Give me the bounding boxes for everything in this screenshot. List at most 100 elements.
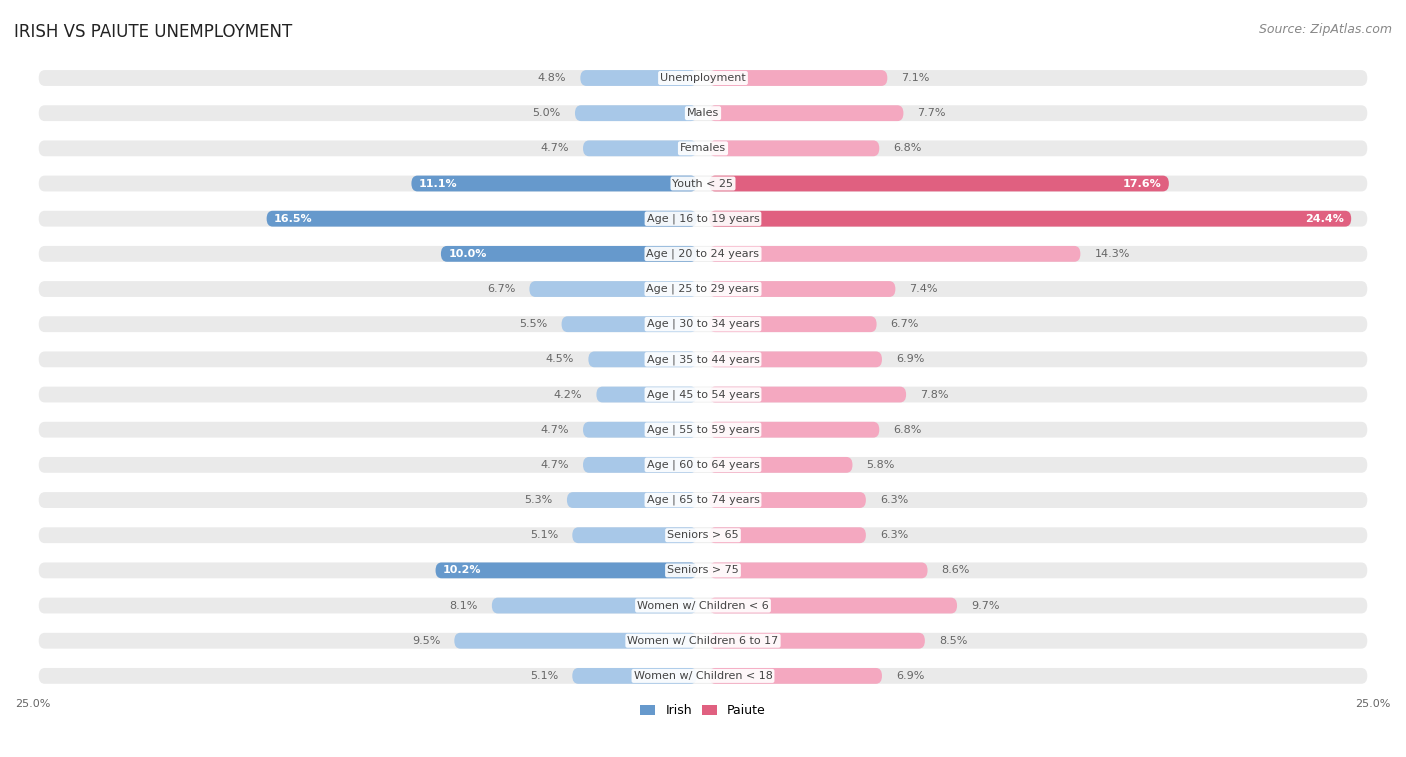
Text: 7.8%: 7.8% xyxy=(920,390,949,400)
FancyBboxPatch shape xyxy=(39,141,1367,156)
Text: Seniors > 65: Seniors > 65 xyxy=(668,530,738,540)
Text: 6.9%: 6.9% xyxy=(896,671,924,681)
FancyBboxPatch shape xyxy=(267,210,697,226)
Text: 4.8%: 4.8% xyxy=(537,73,567,83)
FancyBboxPatch shape xyxy=(441,246,697,262)
FancyBboxPatch shape xyxy=(596,387,697,403)
FancyBboxPatch shape xyxy=(709,281,896,297)
FancyBboxPatch shape xyxy=(581,70,697,86)
FancyBboxPatch shape xyxy=(709,246,1080,262)
Text: Age | 60 to 64 years: Age | 60 to 64 years xyxy=(647,459,759,470)
Text: 17.6%: 17.6% xyxy=(1123,179,1161,188)
Text: Unemployment: Unemployment xyxy=(661,73,745,83)
Text: 6.9%: 6.9% xyxy=(896,354,924,364)
FancyBboxPatch shape xyxy=(39,176,1367,192)
Text: Age | 20 to 24 years: Age | 20 to 24 years xyxy=(647,248,759,259)
FancyBboxPatch shape xyxy=(39,70,1367,86)
FancyBboxPatch shape xyxy=(572,528,697,543)
FancyBboxPatch shape xyxy=(39,528,1367,543)
Text: Age | 16 to 19 years: Age | 16 to 19 years xyxy=(647,213,759,224)
Text: 24.4%: 24.4% xyxy=(1305,213,1344,223)
FancyBboxPatch shape xyxy=(709,668,882,684)
Text: 6.8%: 6.8% xyxy=(893,143,922,154)
FancyBboxPatch shape xyxy=(530,281,697,297)
Text: Age | 35 to 44 years: Age | 35 to 44 years xyxy=(647,354,759,365)
Text: Women w/ Children 6 to 17: Women w/ Children 6 to 17 xyxy=(627,636,779,646)
FancyBboxPatch shape xyxy=(39,668,1367,684)
FancyBboxPatch shape xyxy=(39,492,1367,508)
Text: Women w/ Children < 18: Women w/ Children < 18 xyxy=(634,671,772,681)
Text: 8.1%: 8.1% xyxy=(450,600,478,611)
FancyBboxPatch shape xyxy=(39,597,1367,613)
FancyBboxPatch shape xyxy=(709,316,876,332)
Text: 4.5%: 4.5% xyxy=(546,354,574,364)
Text: 10.0%: 10.0% xyxy=(449,249,486,259)
FancyBboxPatch shape xyxy=(709,528,866,543)
Text: Age | 25 to 29 years: Age | 25 to 29 years xyxy=(647,284,759,294)
Text: 11.1%: 11.1% xyxy=(419,179,457,188)
FancyBboxPatch shape xyxy=(709,492,866,508)
FancyBboxPatch shape xyxy=(567,492,697,508)
FancyBboxPatch shape xyxy=(412,176,697,192)
Text: 6.3%: 6.3% xyxy=(880,530,908,540)
Text: 10.2%: 10.2% xyxy=(443,565,481,575)
Legend: Irish, Paiute: Irish, Paiute xyxy=(636,699,770,722)
Text: 6.7%: 6.7% xyxy=(486,284,516,294)
Text: 4.7%: 4.7% xyxy=(540,425,569,435)
Text: 5.5%: 5.5% xyxy=(519,319,547,329)
Text: 5.3%: 5.3% xyxy=(524,495,553,505)
FancyBboxPatch shape xyxy=(709,457,852,473)
FancyBboxPatch shape xyxy=(709,70,887,86)
Text: 6.7%: 6.7% xyxy=(890,319,920,329)
FancyBboxPatch shape xyxy=(583,422,697,438)
Text: Age | 45 to 54 years: Age | 45 to 54 years xyxy=(647,389,759,400)
FancyBboxPatch shape xyxy=(709,633,925,649)
Text: 5.0%: 5.0% xyxy=(533,108,561,118)
Text: 7.1%: 7.1% xyxy=(901,73,929,83)
FancyBboxPatch shape xyxy=(572,668,697,684)
Text: Age | 65 to 74 years: Age | 65 to 74 years xyxy=(647,495,759,505)
Text: 7.7%: 7.7% xyxy=(918,108,946,118)
Text: Females: Females xyxy=(681,143,725,154)
FancyBboxPatch shape xyxy=(709,210,1351,226)
Text: 5.1%: 5.1% xyxy=(530,530,558,540)
FancyBboxPatch shape xyxy=(39,281,1367,297)
FancyBboxPatch shape xyxy=(39,633,1367,649)
FancyBboxPatch shape xyxy=(39,246,1367,262)
Text: 6.3%: 6.3% xyxy=(880,495,908,505)
FancyBboxPatch shape xyxy=(588,351,697,367)
Text: Males: Males xyxy=(688,108,718,118)
FancyBboxPatch shape xyxy=(39,562,1367,578)
FancyBboxPatch shape xyxy=(709,597,957,613)
FancyBboxPatch shape xyxy=(709,562,928,578)
Text: Source: ZipAtlas.com: Source: ZipAtlas.com xyxy=(1258,23,1392,36)
Text: Women w/ Children < 6: Women w/ Children < 6 xyxy=(637,600,769,611)
Text: 8.5%: 8.5% xyxy=(939,636,967,646)
Text: 7.4%: 7.4% xyxy=(910,284,938,294)
Text: 14.3%: 14.3% xyxy=(1094,249,1130,259)
Text: 4.7%: 4.7% xyxy=(540,143,569,154)
Text: 4.7%: 4.7% xyxy=(540,459,569,470)
FancyBboxPatch shape xyxy=(709,351,882,367)
FancyBboxPatch shape xyxy=(709,387,905,403)
FancyBboxPatch shape xyxy=(709,176,1168,192)
FancyBboxPatch shape xyxy=(436,562,697,578)
FancyBboxPatch shape xyxy=(39,105,1367,121)
FancyBboxPatch shape xyxy=(39,422,1367,438)
Text: IRISH VS PAIUTE UNEMPLOYMENT: IRISH VS PAIUTE UNEMPLOYMENT xyxy=(14,23,292,41)
Text: 8.6%: 8.6% xyxy=(942,565,970,575)
FancyBboxPatch shape xyxy=(583,141,697,156)
FancyBboxPatch shape xyxy=(492,597,697,613)
Text: Seniors > 75: Seniors > 75 xyxy=(666,565,740,575)
FancyBboxPatch shape xyxy=(709,141,879,156)
Text: 6.8%: 6.8% xyxy=(893,425,922,435)
Text: 4.2%: 4.2% xyxy=(554,390,582,400)
Text: Age | 30 to 34 years: Age | 30 to 34 years xyxy=(647,319,759,329)
FancyBboxPatch shape xyxy=(39,210,1367,226)
FancyBboxPatch shape xyxy=(39,351,1367,367)
Text: 9.7%: 9.7% xyxy=(972,600,1000,611)
FancyBboxPatch shape xyxy=(575,105,697,121)
Text: Age | 55 to 59 years: Age | 55 to 59 years xyxy=(647,425,759,435)
FancyBboxPatch shape xyxy=(454,633,697,649)
Text: 5.8%: 5.8% xyxy=(866,459,896,470)
